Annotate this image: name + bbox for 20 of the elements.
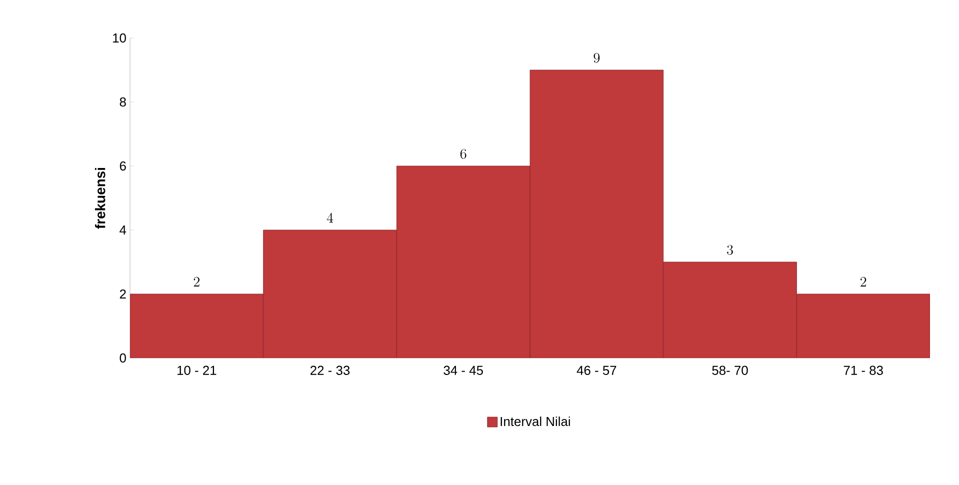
x-tick-label: 58- 70	[712, 366, 748, 375]
x-tick-label: 46 - 57	[576, 366, 616, 375]
data-label: 3	[727, 244, 733, 255]
y-tick-label: 0	[120, 353, 126, 363]
data-label: 6	[460, 148, 466, 159]
x-tick-label: 22 - 33	[310, 366, 350, 375]
y-tick-label: 4	[120, 226, 126, 234]
x-tick-label: 10 - 21	[177, 366, 216, 375]
y-tick-label: 6	[120, 161, 126, 171]
data-label: 2	[860, 276, 866, 286]
x-tick-label: 71 - 83	[844, 366, 883, 375]
y-tick-label: 2	[120, 289, 126, 299]
x-tick-label: 34 - 45	[444, 366, 483, 375]
legend-label: Interval Nilai	[500, 416, 570, 426]
data-label: 2	[194, 276, 200, 286]
data-label: 9	[594, 52, 600, 63]
y-tick-label: 8	[120, 97, 126, 107]
y-tick-label: 10	[113, 33, 126, 43]
y-axis-title: frekuensi	[94, 168, 106, 229]
data-label: 4	[326, 212, 334, 222]
